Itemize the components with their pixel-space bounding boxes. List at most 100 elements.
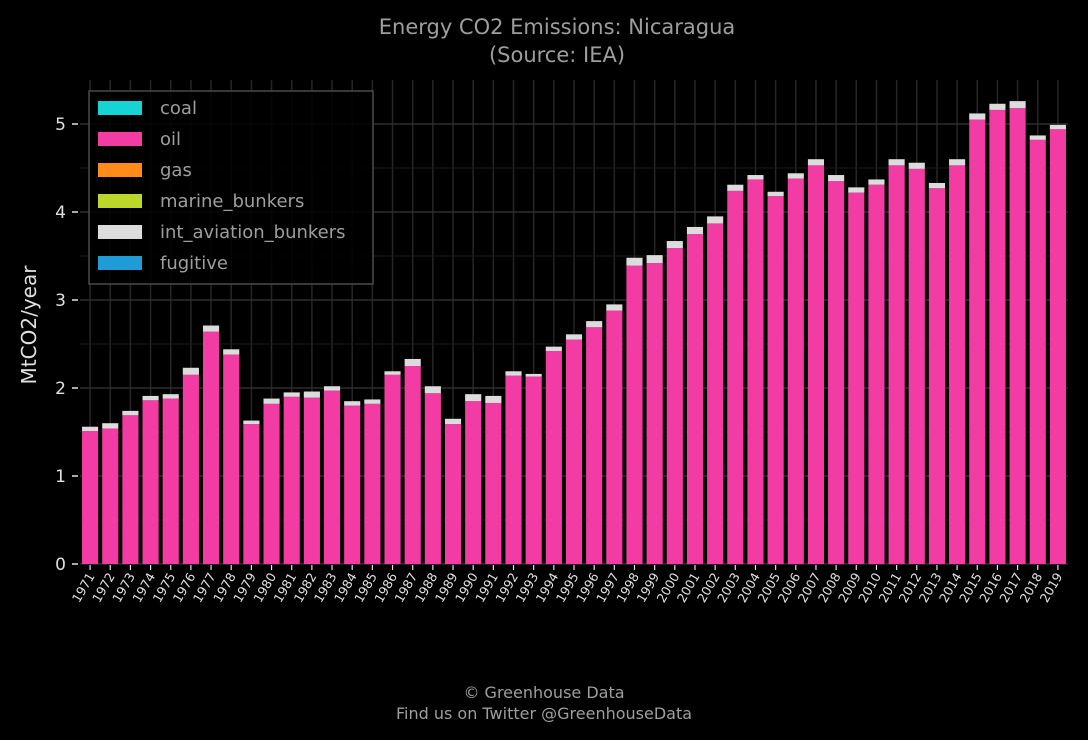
legend-swatch-marine_bunkers: [98, 194, 142, 208]
y-axis-label: MtCO2/year: [17, 265, 41, 385]
bar-oil-1972: [102, 428, 119, 564]
bar-oil-1976: [182, 374, 199, 564]
bar-oil-1991: [485, 402, 502, 564]
bar-int_aviation_bunkers-2009: [848, 187, 865, 193]
legend-swatch-gas: [98, 163, 142, 177]
bar-int_aviation_bunkers-2016: [989, 103, 1006, 110]
bar-oil-1983: [323, 390, 341, 564]
bar-int_aviation_bunkers-1984: [344, 401, 361, 406]
bar-int_aviation_bunkers-2015: [969, 113, 986, 120]
bar-int_aviation_bunkers-1973: [122, 410, 139, 416]
bar-int_aviation_bunkers-2010: [868, 179, 885, 185]
bar-oil-1984: [344, 405, 361, 564]
bar-int_aviation_bunkers-1998: [626, 257, 643, 266]
bar-oil-1981: [283, 396, 300, 564]
legend-label-oil: oil: [160, 129, 181, 150]
bar-oil-1989: [444, 424, 462, 564]
bar-oil-2002: [707, 223, 724, 564]
bar-int_aviation_bunkers-1979: [243, 420, 260, 425]
bar-oil-2009: [848, 192, 865, 564]
bar-oil-2013: [928, 188, 946, 565]
bar-int_aviation_bunkers-1990: [465, 394, 482, 402]
bar-oil-2007: [807, 165, 825, 565]
bar-oil-2004: [747, 179, 764, 564]
bar-int_aviation_bunkers-1975: [162, 394, 179, 399]
bar-int_aviation_bunkers-1997: [606, 304, 623, 311]
bar-oil-2005: [767, 196, 784, 564]
bar-int_aviation_bunkers-1971: [82, 426, 99, 432]
bar-oil-2015: [969, 119, 986, 564]
bar-oil-1982: [303, 397, 320, 564]
bar-int_aviation_bunkers-2000: [666, 241, 683, 249]
bar-oil-1998: [626, 265, 643, 564]
bar-int_aviation_bunkers-2002: [707, 216, 724, 224]
x-axis-ticks: 1971197219731974197519761977197819791980…: [69, 565, 1066, 605]
bar-int_aviation_bunkers-1976: [182, 367, 199, 375]
y-tick-label: 3: [55, 291, 66, 311]
bar-int_aviation_bunkers-2012: [908, 162, 925, 169]
bar-oil-2000: [666, 248, 683, 564]
legend-label-fugitive: fugitive: [160, 253, 228, 274]
legend-swatch-oil: [98, 132, 142, 146]
legend-label-marine_bunkers: marine_bunkers: [160, 191, 304, 212]
legend-swatch-int_aviation_bunkers: [98, 225, 142, 239]
bar-oil-1985: [364, 403, 381, 564]
y-tick-label: 4: [55, 203, 66, 223]
footer-copyright: © Greenhouse Data: [463, 683, 625, 702]
bar-oil-1999: [646, 263, 663, 564]
bar-oil-2012: [908, 168, 925, 564]
bar-int_aviation_bunkers-2007: [807, 159, 825, 166]
legend: coal oil gas marine_bunkers int_aviation_bun…: [88, 90, 374, 285]
bar-int_aviation_bunkers-1981: [283, 392, 300, 397]
bar-int_aviation_bunkers-2019: [1049, 124, 1066, 130]
bar-int_aviation_bunkers-1977: [202, 325, 220, 332]
bar-int_aviation_bunkers-2018: [1029, 135, 1046, 140]
bar-oil-2019: [1049, 129, 1066, 564]
bar-int_aviation_bunkers-1974: [142, 395, 159, 401]
y-tick-label: 1: [55, 467, 66, 487]
legend-label-int_aviation_bunkers: int_aviation_bunkers: [160, 222, 346, 243]
y-tick-label: 2: [55, 379, 66, 399]
bar-oil-2014: [949, 165, 966, 565]
bar-int_aviation_bunkers-2013: [928, 182, 946, 189]
bar-int_aviation_bunkers-1996: [586, 321, 603, 328]
bar-int_aviation_bunkers-1995: [565, 334, 583, 340]
bar-oil-1973: [122, 415, 139, 564]
bar-int_aviation_bunkers-1993: [525, 373, 542, 377]
bar-int_aviation_bunkers-2004: [747, 175, 764, 180]
bar-oil-2003: [727, 190, 744, 564]
bar-oil-1979: [243, 424, 260, 564]
bar-int_aviation_bunkers-2008: [828, 175, 845, 182]
legend-swatch-fugitive: [98, 256, 142, 270]
bar-oil-2006: [787, 178, 804, 564]
bar-int_aviation_bunkers-1987: [404, 358, 421, 366]
bar-int_aviation_bunkers-1978: [223, 349, 240, 355]
bar-oil-1986: [384, 374, 401, 564]
bar-oil-2016: [989, 109, 1006, 565]
chart-title: Energy CO2 Emissions: Nicaragua: [379, 15, 736, 39]
bar-oil-2017: [1009, 108, 1026, 564]
bar-int_aviation_bunkers-1991: [485, 395, 502, 403]
bar-int_aviation_bunkers-1994: [545, 346, 562, 352]
footer-twitter: Find us on Twitter @GreenhouseData: [395, 704, 693, 723]
bar-oil-1980: [263, 403, 280, 564]
bar-int_aviation_bunkers-2005: [767, 191, 784, 197]
bars-group: [82, 101, 1066, 565]
bar-int_aviation_bunkers-1972: [102, 423, 119, 429]
bar-oil-1975: [162, 398, 179, 564]
legend-swatch-coal: [98, 101, 142, 115]
bar-oil-1971: [82, 431, 99, 564]
bar-oil-1993: [525, 376, 542, 564]
bar-int_aviation_bunkers-1988: [424, 386, 441, 394]
bar-oil-1978: [223, 354, 240, 564]
bar-oil-1992: [505, 375, 522, 564]
bar-int_aviation_bunkers-1999: [646, 255, 663, 264]
bar-int_aviation_bunkers-1986: [384, 371, 401, 375]
y-tick-label: 5: [55, 115, 66, 135]
bar-oil-1994: [545, 351, 562, 564]
bar-oil-2001: [686, 234, 704, 564]
bar-int_aviation_bunkers-1989: [444, 418, 462, 425]
chart-subtitle: (Source: IEA): [489, 43, 625, 67]
bar-int_aviation_bunkers-1985: [364, 399, 381, 404]
